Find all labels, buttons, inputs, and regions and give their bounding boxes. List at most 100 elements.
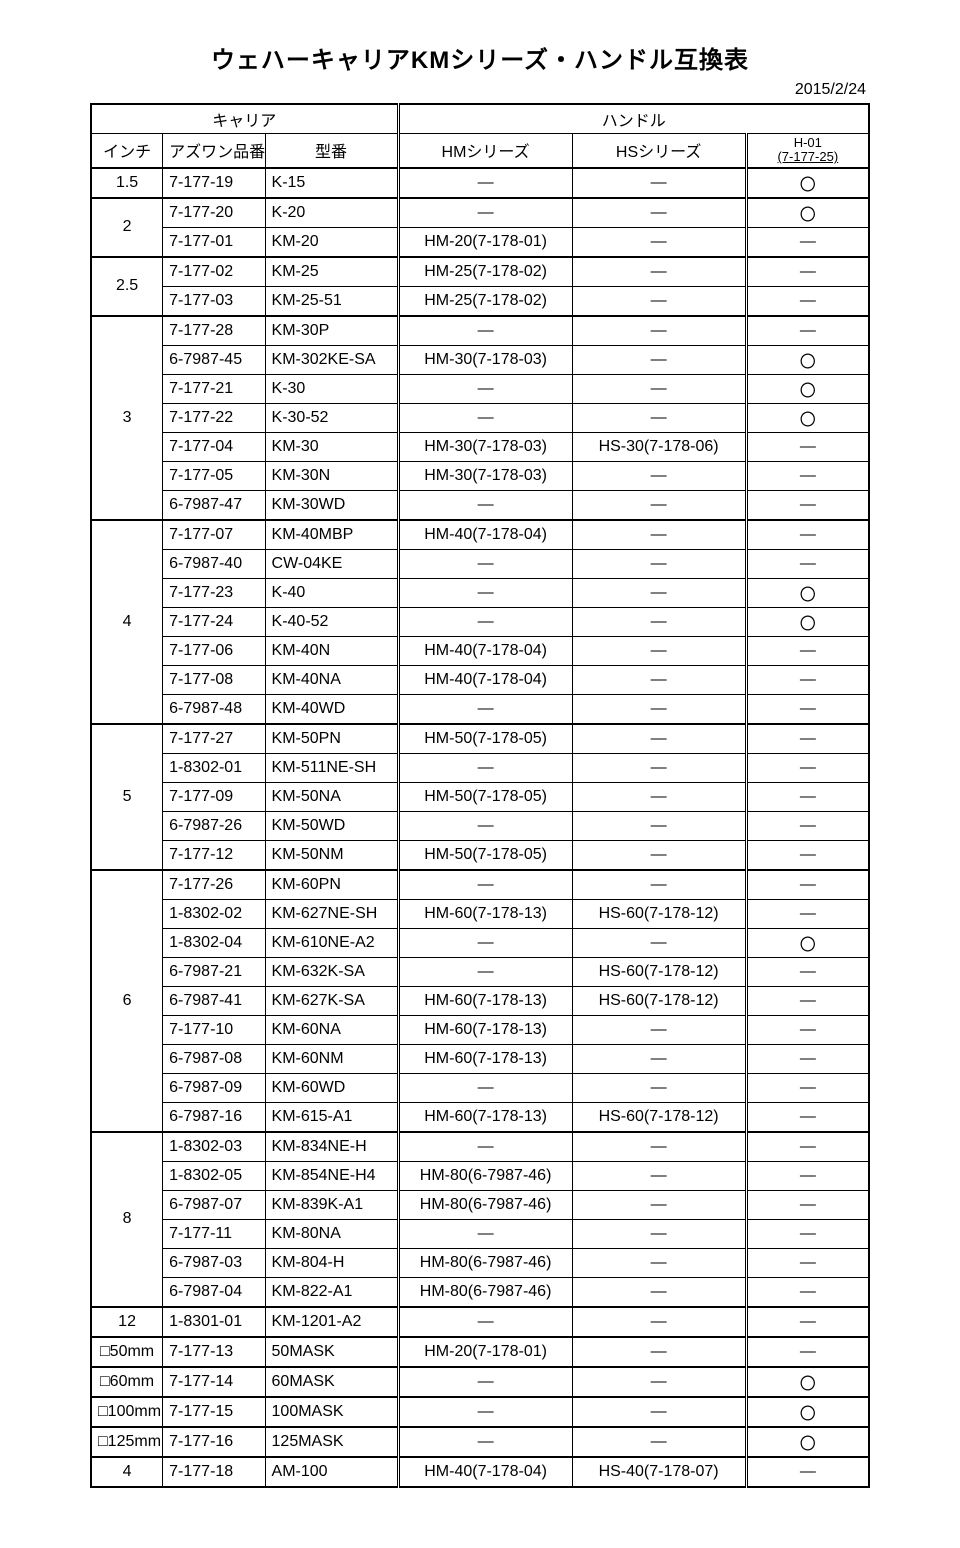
cell-hs: — xyxy=(572,1132,746,1162)
table-row: 57-177-27KM-50PNHM-50(7-178-05)—— xyxy=(91,724,869,754)
cell-az-no: 7-177-14 xyxy=(163,1367,265,1397)
cell-model: KM-25-51 xyxy=(265,286,398,316)
table-row: □60mm7-177-1460MASK——〇 xyxy=(91,1367,869,1397)
cell-h01: — xyxy=(746,286,869,316)
table-row: 7-177-04KM-30HM-30(7-178-03)HS-30(7-178-… xyxy=(91,432,869,461)
cell-az-no: 7-177-23 xyxy=(163,578,265,607)
table-row: 6-7987-08KM-60NMHM-60(7-178-13)—— xyxy=(91,1044,869,1073)
cell-hm: HM-50(7-178-05) xyxy=(398,840,572,870)
table-row: 1-8302-04KM-610NE-A2——〇 xyxy=(91,928,869,957)
cell-hs: — xyxy=(572,1397,746,1427)
cell-hm: HM-30(7-178-03) xyxy=(398,461,572,490)
cell-model: KM-40WD xyxy=(265,694,398,724)
cell-h01: — xyxy=(746,1132,869,1162)
cell-model: KM-50WD xyxy=(265,811,398,840)
cell-az-no: 6-7987-04 xyxy=(163,1277,265,1307)
table-row: 6-7987-48KM-40WD——— xyxy=(91,694,869,724)
cell-h01: — xyxy=(746,870,869,900)
cell-h01: — xyxy=(746,1457,869,1487)
table-row: 7-177-24K-40-52——〇 xyxy=(91,607,869,636)
cell-az-no: 6-7987-03 xyxy=(163,1248,265,1277)
cell-model: KM-822-A1 xyxy=(265,1277,398,1307)
cell-h01: — xyxy=(746,1190,869,1219)
cell-az-no: 6-7987-16 xyxy=(163,1102,265,1132)
cell-az-no: 7-177-02 xyxy=(163,257,265,287)
table-row: 7-177-06KM-40NHM-40(7-178-04)—— xyxy=(91,636,869,665)
document-page: ウェハーキャリアKMシリーズ・ハンドル互換表 2015/2/24 キャリア ハン… xyxy=(0,0,960,1548)
cell-az-no: 1-8302-01 xyxy=(163,753,265,782)
table-row: 7-177-01KM-20HM-20(7-178-01)—— xyxy=(91,227,869,257)
table-row: 27-177-20K-20——〇 xyxy=(91,198,869,228)
table-row: 47-177-07KM-40MBPHM-40(7-178-04)—— xyxy=(91,520,869,550)
cell-h01: — xyxy=(746,782,869,811)
cell-hs: — xyxy=(572,286,746,316)
table-row: 6-7987-21KM-632K-SA—HS-60(7-178-12)— xyxy=(91,957,869,986)
cell-model: KM-20 xyxy=(265,227,398,257)
cell-az-no: 7-177-28 xyxy=(163,316,265,346)
header-hm: HMシリーズ xyxy=(398,134,572,168)
cell-h01: — xyxy=(746,1044,869,1073)
cell-az-no: 7-177-21 xyxy=(163,374,265,403)
cell-az-no: 7-177-27 xyxy=(163,724,265,754)
cell-model: KM-610NE-A2 xyxy=(265,928,398,957)
cell-inch: □60mm xyxy=(91,1367,163,1397)
cell-az-no: 6-7987-09 xyxy=(163,1073,265,1102)
cell-model: KM-627NE-SH xyxy=(265,899,398,928)
cell-inch: 1.5 xyxy=(91,168,163,198)
cell-az-no: 7-177-09 xyxy=(163,782,265,811)
cell-h01: — xyxy=(746,1015,869,1044)
cell-h01: 〇 xyxy=(746,578,869,607)
cell-hs: — xyxy=(572,1367,746,1397)
table-row: 7-177-11KM-80NA——— xyxy=(91,1219,869,1248)
cell-hm: HM-80(6-7987-46) xyxy=(398,1277,572,1307)
table-row: 1-8302-01KM-511NE-SH——— xyxy=(91,753,869,782)
cell-h01: — xyxy=(746,811,869,840)
cell-az-no: 7-177-19 xyxy=(163,168,265,198)
cell-h01: — xyxy=(746,461,869,490)
cell-az-no: 7-177-20 xyxy=(163,198,265,228)
cell-model: KM-25 xyxy=(265,257,398,287)
cell-az-no: 7-177-13 xyxy=(163,1337,265,1367)
cell-hs: — xyxy=(572,374,746,403)
cell-inch: 2 xyxy=(91,198,163,257)
cell-inch: 2.5 xyxy=(91,257,163,316)
cell-h01: 〇 xyxy=(746,607,869,636)
cell-hm: HM-25(7-178-02) xyxy=(398,257,572,287)
cell-hs: HS-30(7-178-06) xyxy=(572,432,746,461)
cell-h01: — xyxy=(746,490,869,520)
cell-hm: — xyxy=(398,928,572,957)
cell-model: K-40-52 xyxy=(265,607,398,636)
cell-hm: HM-60(7-178-13) xyxy=(398,1044,572,1073)
cell-model: KM-50NM xyxy=(265,840,398,870)
cell-hs: — xyxy=(572,1337,746,1367)
cell-hm: — xyxy=(398,694,572,724)
page-title: ウェハーキャリアKMシリーズ・ハンドル互換表 xyxy=(90,40,870,75)
cell-hm: — xyxy=(398,870,572,900)
table-row: 6-7987-16KM-615-A1HM-60(7-178-13)HS-60(7… xyxy=(91,1102,869,1132)
cell-az-no: 7-177-26 xyxy=(163,870,265,900)
cell-hs: — xyxy=(572,1015,746,1044)
cell-h01: — xyxy=(746,1161,869,1190)
cell-hm: — xyxy=(398,374,572,403)
header-h01: H-01 (7-177-25) xyxy=(746,134,869,168)
cell-model: 100MASK xyxy=(265,1397,398,1427)
table-row: 6-7987-09KM-60WD——— xyxy=(91,1073,869,1102)
cell-model: K-40 xyxy=(265,578,398,607)
cell-hm: HM-40(7-178-04) xyxy=(398,665,572,694)
cell-hm: — xyxy=(398,490,572,520)
cell-h01: — xyxy=(746,1307,869,1337)
cell-h01: — xyxy=(746,1219,869,1248)
cell-h01: — xyxy=(746,724,869,754)
cell-hm: — xyxy=(398,1073,572,1102)
cell-h01: 〇 xyxy=(746,1427,869,1457)
cell-model: KM-40NA xyxy=(265,665,398,694)
header-carrier-group: キャリア xyxy=(91,104,398,134)
cell-az-no: 1-8302-05 xyxy=(163,1161,265,1190)
cell-az-no: 1-8301-01 xyxy=(163,1307,265,1337)
cell-hm: HM-80(6-7987-46) xyxy=(398,1190,572,1219)
cell-hm: — xyxy=(398,403,572,432)
cell-h01: — xyxy=(746,1248,869,1277)
cell-model: AM-100 xyxy=(265,1457,398,1487)
cell-az-no: 6-7987-47 xyxy=(163,490,265,520)
cell-hs: — xyxy=(572,549,746,578)
